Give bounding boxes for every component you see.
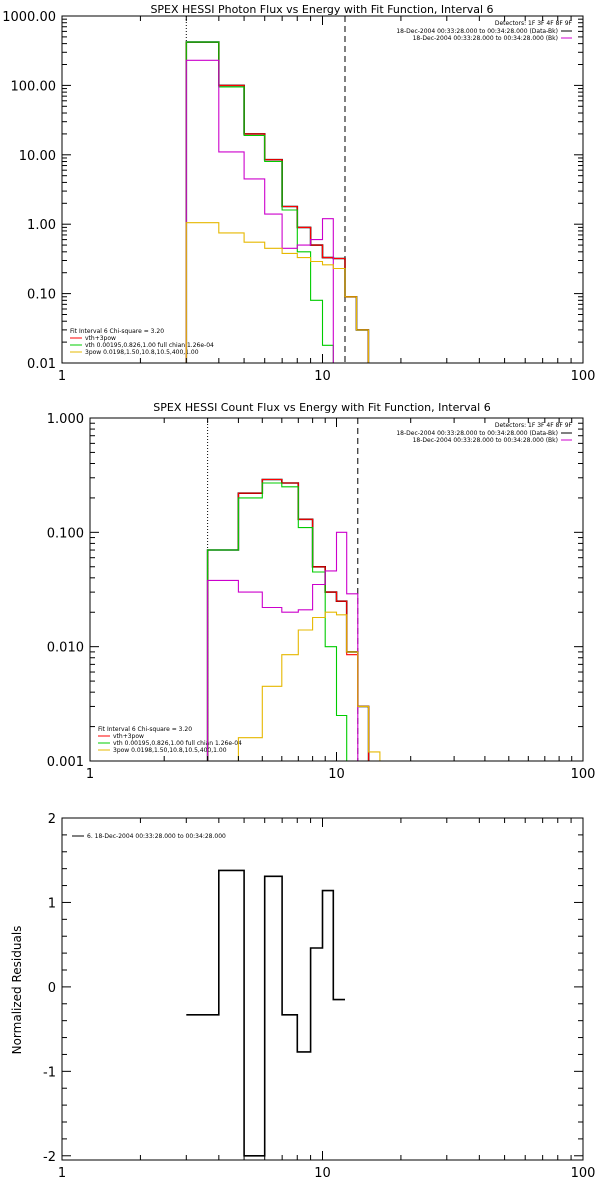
- x-tick-label-count-1: 10: [328, 767, 345, 782]
- x-tick-label-count-0: 1: [86, 767, 94, 782]
- legend-entry-count-3: 3pow 0.0198,1.50,10.8,10.5,400,1.00: [113, 747, 227, 754]
- y-tick-label-resid-4: 2: [48, 812, 56, 827]
- series-black-resid: [186, 869, 345, 1157]
- count-legend-top-right: 18-Dec-2004 00:33:28.000 to 00:34:28.000…: [396, 430, 572, 444]
- x-tick-label-resid-2: 100: [571, 1166, 596, 1181]
- y-tick-label-photon-1: 0.10: [27, 288, 56, 303]
- count-detectors-label: Detectors: 1F 3F 4F 8F 9F: [495, 422, 573, 429]
- y-tick-label-count-1: 0.010: [47, 641, 84, 656]
- series-group-count: [206, 478, 381, 761]
- legend-entry-photon-1: vth+3pow: [85, 335, 116, 342]
- y-tick-label-resid-0: -2: [43, 1150, 56, 1165]
- legend-entry-photon-1: 18-Dec-2004 00:33:28.000 to 00:34:28.000…: [413, 35, 558, 42]
- y-tick-label-photon-2: 1.00: [27, 218, 56, 233]
- legend-entry-photon-3: 3pow 0.0198,1.50,10.8,10.5,400,1.00: [85, 349, 199, 356]
- legend-entry-count-0: Fit Interval 6 Chi-square = 3.20: [98, 726, 192, 733]
- series-yellow-photon: [185, 222, 369, 363]
- x-tick-label-photon-0: 1: [58, 369, 66, 384]
- y-tick-label-resid-3: 1: [48, 896, 56, 911]
- residuals-legend: 6. 18-Dec-2004 00:33:28.000 to 00:34:28.…: [72, 833, 226, 840]
- y-tick-label-count-2: 0.100: [47, 526, 84, 541]
- photon-chart-title: SPEX HESSI Photon Flux vs Energy with Fi…: [150, 3, 493, 16]
- y-tick-label-photon-0: 0.01: [27, 357, 56, 372]
- legend-entry-count-0: 18-Dec-2004 00:33:28.000 to 00:34:28.000…: [396, 430, 558, 437]
- y-tick-label-resid-1: -1: [43, 1065, 56, 1080]
- y-tick-label-photon-3: 10.00: [19, 149, 56, 164]
- count-chart-title: SPEX HESSI Count Flux vs Energy with Fit…: [153, 401, 490, 414]
- photon-legend-top-right: 18-Dec-2004 00:33:28.000 to 00:34:28.000…: [396, 28, 572, 42]
- x-tick-label-resid-1: 10: [314, 1166, 331, 1181]
- residuals-panel: Normalized Residuals 6. 18-Dec-2004 00:3…: [10, 812, 595, 1181]
- x-tick-label-count-2: 100: [571, 767, 596, 782]
- legend-entry-photon-0: Fit Interval 6 Chi-square = 3.20: [70, 328, 164, 335]
- series-yellow-count: [237, 611, 381, 761]
- legend-entry-count-1: 18-Dec-2004 00:33:28.000 to 00:34:28.000…: [413, 437, 558, 444]
- series-black-photon: [185, 41, 370, 363]
- x-tick-label-photon-1: 10: [314, 369, 331, 384]
- series-group-photon: [185, 41, 370, 363]
- count-legend-bottom-left: Fit Interval 6 Chi-square = 3.20vth+3pow…: [98, 726, 242, 754]
- series-group-resid: [186, 869, 345, 1157]
- y-tick-label-count-0: 0.001: [47, 755, 84, 770]
- y-tick-label-photon-5: 1000.00: [2, 10, 56, 25]
- legend-entry-count-1: vth+3pow: [113, 733, 144, 740]
- y-tick-label-count-3: 1.000: [47, 412, 84, 427]
- legend-entry-photon-2: vth 0.00195,0.826,1.00 full chian 1.26e-…: [85, 342, 214, 349]
- x-tick-label-photon-2: 100: [571, 369, 596, 384]
- photon-flux-panel: SPEX HESSI Photon Flux vs Energy with Fi…: [2, 3, 596, 384]
- legend-entry-photon-0: 18-Dec-2004 00:33:28.000 to 00:34:28.000…: [396, 28, 558, 35]
- series-magenta-count: [207, 531, 359, 761]
- x-tick-label-resid-0: 1: [58, 1166, 66, 1181]
- legend-entry-resid-0: 6. 18-Dec-2004 00:33:28.000 to 00:34:28.…: [87, 833, 226, 840]
- y-tick-label-photon-4: 100.00: [11, 79, 57, 94]
- series-red-photon: [185, 41, 369, 363]
- series-magenta-photon: [185, 59, 334, 363]
- legend-entry-count-2: vth 0.00195,0.826,1.00 full chian 1.26e-…: [113, 740, 242, 747]
- plot-frame-resid: [61, 817, 584, 1161]
- y-tick-label-resid-2: 0: [48, 981, 56, 996]
- residuals-y-axis-label: Normalized Residuals: [10, 926, 24, 1055]
- series-green-photon: [185, 41, 334, 363]
- series-green-count: [207, 482, 348, 761]
- photon-legend-bottom-left: Fit Interval 6 Chi-square = 3.20vth+3pow…: [70, 328, 214, 356]
- count-flux-panel: SPEX HESSI Count Flux vs Energy with Fit…: [47, 401, 596, 782]
- photon-detectors-label: Detectors: 1F 3F 4F 8F 9F: [495, 20, 573, 27]
